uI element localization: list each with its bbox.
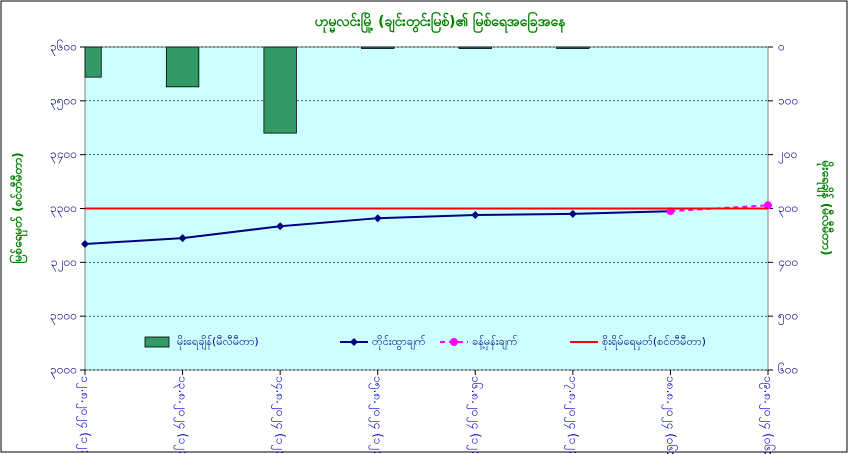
y2-axis-label: မိုးရေချိန် (မီလီမီတာ) (816, 160, 836, 256)
y-tick-label: ၃၃၀၀ (50, 201, 77, 218)
y-tick-label: ၃၆၀၀ (50, 39, 77, 57)
y2-tick-label: ၅၀၀ (778, 309, 798, 326)
legend-label: ခန့်မှန်းချက် (472, 335, 518, 350)
marker (276, 222, 285, 231)
x-tick-label: ၁၉.၈.၂၀၂၄ (၀၆:၀၀) (759, 376, 777, 454)
bar (84, 46, 102, 78)
legend-label: တိုင်းထွာချက် (372, 335, 426, 350)
y2-tick-label: ၄၀၀ (778, 255, 798, 272)
y2-tick-label: ၀ (778, 40, 785, 54)
y-axis-label: မြစ်ရေမှတ် (စင်တီမီတာ) (8, 152, 29, 263)
legend-label: မိုးရေချိန်(မီလီမီတာ) (177, 335, 259, 350)
x-tick-label: ၁၃.၈.၂၀၂၄ (၁၂:၀၀) (173, 376, 190, 454)
marker (373, 214, 382, 223)
marker (568, 209, 577, 218)
bar (263, 46, 297, 134)
y2-tick-label: ၆၀၀ (778, 362, 798, 377)
x-tick-label: ၁၆.၈.၂၀၂၄ (၁၂:၀၀) (466, 376, 484, 454)
x-tick-label: ၁၈.၈.၂၀၂၄ (၀၆:၀၀) (661, 376, 679, 454)
bar (361, 46, 395, 49)
x-tick-label: ၁၂.၈.၂၀၂၄ (၁၂:၀၀) (76, 376, 93, 454)
chart-title: ဟုမ္မလင်းမြို့ (ချင်းတွင်းမြစ်)၏ မြစ်ရေအ… (315, 12, 567, 33)
y2-tick-label: ၁၀၀ (778, 93, 798, 107)
x-tick-label: ၁၇.၈.၂၀၂၄ (၁၂:၀၀) (563, 376, 580, 454)
legend-swatch (450, 338, 458, 346)
legend-swatch (350, 338, 358, 346)
y-tick-label: ၃၅၀၀ (50, 93, 77, 110)
x-tick-label: ၁၄.၈.၂၀၂၄ (၁၂:၀၀) (271, 376, 288, 454)
y-tick-label: ၃၄၀၀ (50, 147, 77, 164)
y-tick-label: ၃၀၀၀ (50, 363, 77, 380)
bar (165, 46, 200, 88)
legend-swatch (144, 336, 170, 348)
y2-tick-label: ၃၀၀ (778, 201, 798, 218)
marker (471, 210, 480, 219)
y-tick-label: ၃၂၀၀ (51, 255, 77, 272)
marker (81, 240, 89, 249)
marker (178, 234, 187, 243)
x-tick-label: ၁၅.၈.၂၀၂၄ (၁၂:၀၀) (368, 376, 385, 454)
bar (458, 46, 492, 49)
y2-tick-label: ၂၀၀ (778, 147, 797, 164)
y-tick-label: ၃၁၀၀ (50, 309, 77, 326)
marker (764, 201, 772, 210)
legend-label: စိုးရိမ်ရေမှတ်(စင်တီမီတာ) (602, 335, 706, 350)
bar (556, 46, 590, 49)
